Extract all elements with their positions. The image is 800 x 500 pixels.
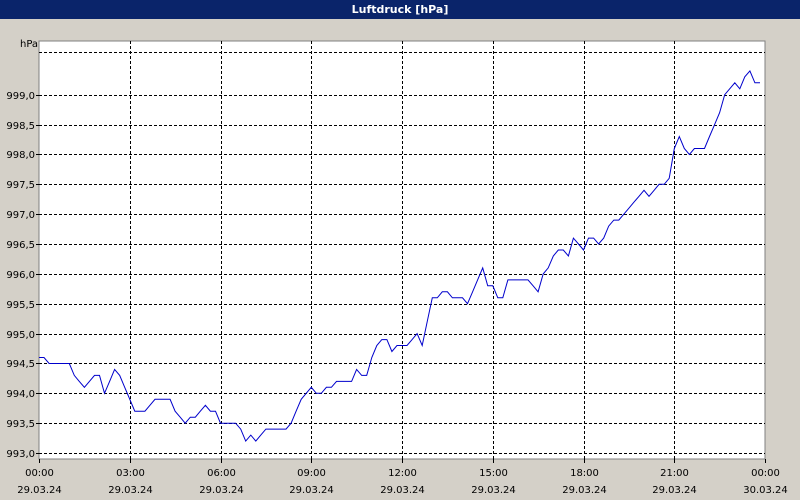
y-tick-label: 999,0	[6, 91, 35, 102]
grid-lines	[36, 41, 766, 463]
y-tick-label: 997,5	[6, 180, 35, 191]
x-tick-date-label: 29.03.24	[108, 485, 153, 496]
pressure-chart: 993,0 993,5 994,0 994,5 995,0 995,5 996,0 996,5…	[6, 39, 788, 496]
x-tick-date-label: 29.03.24	[380, 485, 425, 496]
y-tick-label: 998,0	[6, 150, 35, 161]
x-tick-date-label: 29.03.24	[471, 485, 516, 496]
y-tick-label: 993,5	[6, 419, 35, 430]
x-tick-date-label: 29.03.24	[289, 485, 334, 496]
x-tick-time-label: 15:00	[479, 468, 508, 479]
y-axis-unit-label: hPa	[20, 39, 38, 50]
y-tick-label: 993,0	[6, 449, 35, 460]
y-tick-label: 995,5	[6, 300, 35, 311]
x-tick-time-label: 21:00	[660, 468, 689, 479]
x-tick-date-label: 29.03.24	[199, 485, 244, 496]
y-tick-label: 994,5	[6, 359, 35, 370]
x-axis-labels: 00:00 29.03.24 03:00 29.03.24 06:00 29.03.24 0…	[17, 468, 788, 496]
x-tick-time-label: 00:00	[25, 468, 54, 479]
y-tick-label: 998,5	[6, 121, 35, 132]
x-tick-date-label: 29.03.24	[652, 485, 697, 496]
x-tick-time-label: 06:00	[207, 468, 236, 479]
x-tick-time-label: 03:00	[116, 468, 145, 479]
chart-title: Luftdruck [hPa]	[0, 0, 800, 19]
x-tick-time-label: 12:00	[388, 468, 417, 479]
pressure-series-line	[39, 69, 760, 443]
x-tick-time-label: 00:00	[751, 468, 780, 479]
x-tick-time-label: 18:00	[570, 468, 599, 479]
y-tick-label: 996,0	[6, 270, 35, 281]
plot-area	[38, 40, 766, 460]
x-tick-time-label: 09:00	[297, 468, 326, 479]
y-tick-label: 994,0	[6, 389, 35, 400]
y-tick-label: 997,0	[6, 210, 35, 221]
y-tick-label: 996,5	[6, 240, 35, 251]
y-tick-label: 995,0	[6, 330, 35, 341]
x-tick-date-label: 29.03.24	[562, 485, 607, 496]
y-axis-labels: 993,0 993,5 994,0 994,5 995,0 995,5 996,0 996,5…	[6, 91, 35, 460]
x-tick-date-label: 29.03.24	[17, 485, 62, 496]
x-tick-date-label: 30.03.24	[743, 485, 788, 496]
